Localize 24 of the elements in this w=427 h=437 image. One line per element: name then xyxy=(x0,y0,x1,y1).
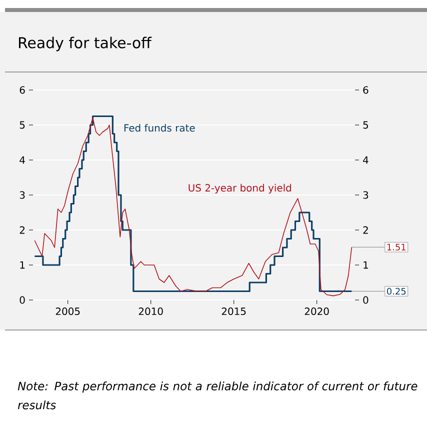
annotation: 1.51 xyxy=(387,244,406,250)
x-tick-label: 2005 xyxy=(56,308,80,316)
series-label: US 2-year bond yield xyxy=(188,184,291,194)
y-tick-label: 3 xyxy=(20,191,24,199)
y-tick-label: 5 xyxy=(20,121,24,129)
y2-tick-label: 6 xyxy=(363,86,368,94)
y-tick-label: 4 xyxy=(19,156,25,164)
x-tick-label: 2010 xyxy=(138,308,163,316)
y2-tick-label: 1 xyxy=(363,261,368,269)
y2-tick-label: 4 xyxy=(362,156,368,164)
x-tick-label: 2015 xyxy=(222,308,246,316)
series-label: Fed funds rate xyxy=(124,124,195,132)
x-tick-label: 2020 xyxy=(304,308,329,316)
annotation: 0.25 xyxy=(386,288,406,295)
y2-tick-label: 3 xyxy=(363,191,368,199)
y-tick-label: 2 xyxy=(20,226,24,234)
text: Note: Past performance is not a reliable indicator of current or future results xyxy=(18,382,418,410)
y-tick-label: 6 xyxy=(20,86,25,94)
chart-title: Ready for take-off xyxy=(18,36,152,52)
y-tick-label: 0 xyxy=(20,296,25,304)
y2-tick-label: 0 xyxy=(362,296,368,304)
y-tick-label: 1 xyxy=(20,261,24,269)
y2-tick-label: 2 xyxy=(363,226,368,234)
y2-tick-label: 5 xyxy=(363,121,368,129)
